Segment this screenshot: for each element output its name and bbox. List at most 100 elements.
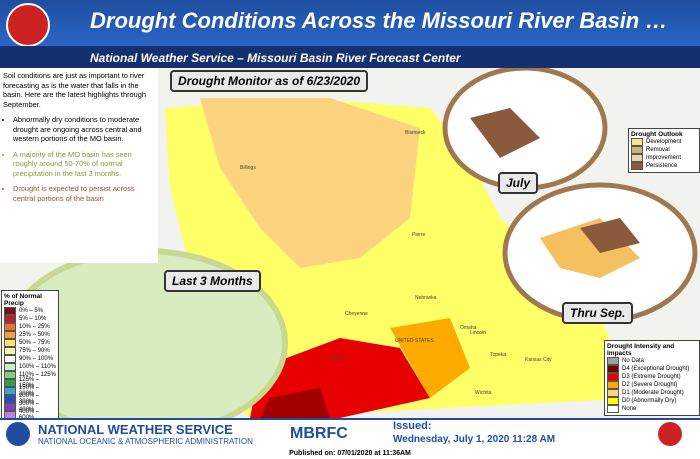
legend-swatch (631, 162, 643, 170)
legend-label: None (622, 406, 637, 412)
legend-item: Development (631, 138, 697, 146)
legend-swatch (4, 395, 16, 403)
d2-area (390, 318, 470, 398)
legend-swatch (4, 347, 16, 355)
legend-label: 110% – 125% (19, 372, 56, 378)
legend-item: 150% – 200% (4, 385, 56, 397)
legend-swatch (4, 323, 16, 331)
legend-item: 300% – 400% (4, 401, 56, 413)
legend-label: 10% – 25% (19, 324, 50, 330)
legend-swatch (4, 315, 16, 323)
intensity-legend: Drought Intensity and Impacts No Data D4 (… (604, 340, 700, 416)
city-label: Billings (240, 165, 256, 171)
legend-label: 150% – 200% (18, 385, 40, 397)
bullet: A majority of the MO basin has seen roug… (13, 150, 155, 179)
issued-label: Issued: (393, 420, 432, 432)
footer (0, 418, 700, 451)
legend-label: 300% – 400% (18, 401, 40, 413)
published: Published on: 07/01/2020 at 11:36AM (0, 449, 700, 459)
monitor-tag: Drought Monitor as of 6/23/2020 (170, 70, 369, 92)
legend-swatch (4, 403, 16, 411)
july-persist (470, 108, 540, 158)
noaa-logo (6, 422, 30, 446)
legend-label: No Data (622, 358, 645, 364)
legend-item: 10% – 25% (4, 323, 56, 331)
legend-item: 200% – 300% (4, 393, 56, 405)
legend-label: Removal (646, 147, 670, 153)
legend-swatch (4, 307, 16, 315)
d1-area (200, 98, 420, 268)
legend-item: No Data (607, 357, 697, 365)
legend-item: D1 (Moderate Drought) (607, 389, 697, 397)
legend-item: D2 (Severe Drought) (607, 381, 697, 389)
legend-swatch (607, 365, 619, 373)
issued: Wednesday, July 1, 2020 11:28 AM (393, 434, 556, 445)
legend-swatch (631, 154, 643, 162)
legend-title: Drought Outlook (631, 131, 683, 138)
subtitle: National Weather Service – Missouri Basi… (90, 51, 461, 65)
legend-label: D4 (Exceptional Drought) (622, 366, 690, 372)
legend-swatch (607, 389, 619, 397)
legend-label: Improvement (646, 155, 682, 161)
city-label: Nebraska (415, 295, 437, 301)
legend-label: Persistence (646, 163, 678, 169)
bullets: Abnormally dry conditions to moderate dr… (3, 115, 155, 203)
legend-label: D0 (Abnormally Dry) (622, 398, 677, 404)
legend-label: 125% – 150% (18, 377, 40, 389)
city-label: Omaha (460, 325, 477, 331)
legend-item: Persistence (631, 162, 697, 170)
legend-swatch (4, 371, 16, 379)
legend-swatch (607, 357, 619, 365)
legend-item: 5% – 10% (4, 315, 56, 323)
legend-swatch (631, 146, 643, 154)
city-label: Lincoln (470, 330, 486, 336)
office: MBRFC (290, 425, 348, 442)
legend-label: 200% – 300% (18, 393, 40, 405)
legend-item: D3 (Extreme Drought) (607, 373, 697, 381)
outlook-legend: Drought Outlook Development Removal Improve… (628, 128, 700, 173)
nws-logo (6, 3, 50, 47)
city-label: Denver (330, 355, 347, 361)
sep-tag: Thru Sep. (562, 302, 634, 324)
legend-label: D2 (Severe Drought) (622, 382, 678, 388)
parent: NATIONAL OCEANIC & ATMOSPHERIC ADMINISTR… (38, 437, 253, 446)
city-label: Bismarck (405, 130, 426, 136)
legend-item: D4 (Exceptional Drought) (607, 365, 697, 373)
precip-legend: % of Normal Precip 0% – 5% 5% – 10% 10% – 2… (1, 290, 59, 430)
bullet: Drought is expected to persist across ce… (13, 184, 155, 203)
legend-item: Removal (631, 146, 697, 154)
nws-logo-small (658, 422, 682, 446)
legend-label: 75% – 90% (19, 348, 50, 354)
legend-item: 75% – 90% (4, 347, 56, 355)
d4-area (260, 388, 330, 418)
title: Drought Conditions Across the Missouri R… (90, 8, 668, 33)
legend-item: Improvement (631, 154, 697, 162)
legend-item: 90% – 100% (4, 355, 56, 363)
intro-box: Soil conditions are just as important to… (0, 68, 158, 263)
legend-swatch (4, 355, 16, 363)
legend-label: 25% – 50% (19, 332, 50, 338)
legend-swatch (607, 381, 619, 389)
legend-swatch (4, 331, 16, 339)
legend-swatch (607, 405, 619, 413)
legend-item: D0 (Abnormally Dry) (607, 397, 697, 405)
legend-item: 25% – 50% (4, 331, 56, 339)
city-label: Topeka (490, 352, 507, 358)
legend-label: 90% – 100% (19, 356, 54, 362)
legend-item: 110% – 125% (4, 371, 56, 379)
legend-swatch (4, 339, 16, 347)
city-label: Kansas City (525, 357, 552, 363)
agency: NATIONAL WEATHER SERVICE (38, 422, 233, 437)
legend-swatch (4, 387, 16, 395)
legend-label: 0% – 5% (19, 308, 44, 314)
legend-item: None (607, 405, 697, 413)
last3-tag: Last 3 Months (164, 270, 261, 292)
legend-swatch (607, 373, 619, 381)
city-label: Pierre (412, 232, 426, 238)
header (0, 0, 700, 46)
legend-label: 50% – 75% (19, 340, 50, 346)
legend-swatch (4, 363, 16, 371)
legend-label: 100% – 110% (19, 364, 56, 370)
subtitle-bar (0, 46, 700, 68)
